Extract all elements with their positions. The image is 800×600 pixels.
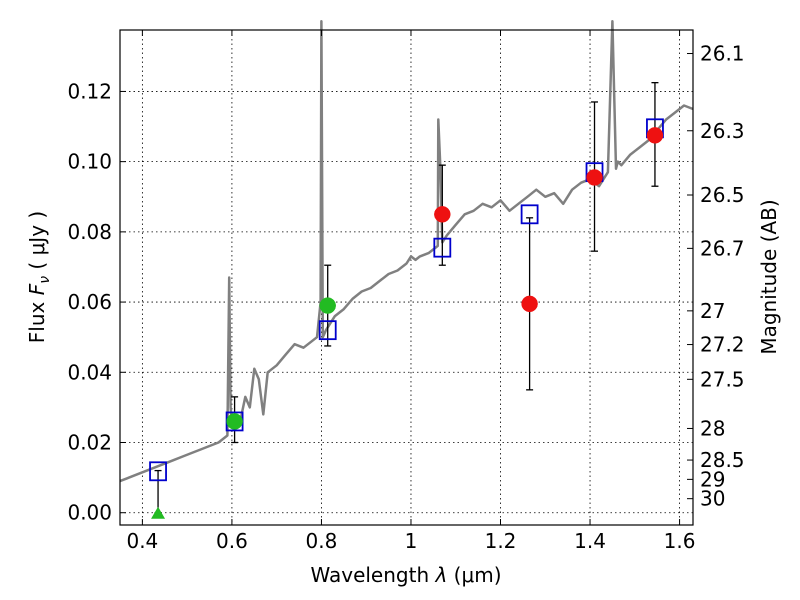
spectrum-layer xyxy=(119,19,694,483)
space-based-detections-point-0 xyxy=(434,206,451,223)
mag-tick-label-6: 27.5 xyxy=(700,367,745,391)
model-photometry-square-3 xyxy=(433,237,452,258)
grid-layer xyxy=(120,30,693,525)
x-tick-label-0: 0.4 xyxy=(126,529,158,553)
mag-tick-label-7: 28 xyxy=(700,416,725,440)
mag-tick-label-5: 27.2 xyxy=(700,333,745,357)
y-axis-label: Flux Fν ( μJy ) xyxy=(25,211,53,343)
x-axis-label: Wavelength λ (μm) xyxy=(310,563,501,587)
y-tick-label-1: 0.02 xyxy=(67,431,112,455)
ground-based-detections-point-0 xyxy=(226,413,243,430)
mag-tick-label-0: 26.1 xyxy=(700,42,745,66)
sed-spectrum-line xyxy=(119,19,694,483)
space-based-detections-point-1 xyxy=(521,295,538,313)
y-tick-label-0: 0.00 xyxy=(67,501,112,525)
marker-layer xyxy=(149,118,664,519)
x-tick-label-1: 0.6 xyxy=(216,529,248,553)
x-tick-label-6: 1.6 xyxy=(664,529,696,553)
model-photometry-square-4 xyxy=(520,204,539,225)
y-tick-label-4: 0.08 xyxy=(67,220,112,244)
y-tick-label-5: 0.10 xyxy=(67,150,112,174)
x-tick-label-2: 0.8 xyxy=(306,529,338,553)
x-tick-label-3: 1 xyxy=(405,529,418,553)
x-tick-label-4: 1.2 xyxy=(485,529,517,553)
mag-tick-label-8: 28.5 xyxy=(700,448,745,472)
mag-tick-label-1: 26.3 xyxy=(700,119,745,143)
upper-limit-triangle-0 xyxy=(151,506,166,519)
space-based-detections-point-2 xyxy=(586,169,603,186)
mag-tick-label-2: 26.5 xyxy=(700,183,745,207)
x-tick-label-5: 1.4 xyxy=(574,529,606,553)
mag-tick-label-9: 29 xyxy=(700,467,725,491)
mag-tick-label-3: 26.7 xyxy=(700,236,745,260)
y-tick-label-3: 0.06 xyxy=(67,290,112,314)
mag-tick-label-10: 30 xyxy=(700,487,725,511)
y-tick-label-2: 0.04 xyxy=(67,360,112,384)
ground-based-detections-point-1 xyxy=(319,297,336,314)
y-tick-label-6: 0.12 xyxy=(67,79,112,103)
tick-layer: 0.4 0.6 0.8 1 1.2 1.4 1.6 0.00 0.02 0.04 0.06 0.08 0… xyxy=(67,30,745,553)
model-photometry-square-0 xyxy=(149,461,167,482)
model-photometry-square-2 xyxy=(318,320,337,341)
y2-axis-label: Magnitude (AB) xyxy=(757,199,781,354)
space-based-detections-point-3 xyxy=(646,127,664,144)
mag-tick-label-4: 27 xyxy=(700,299,725,323)
plot-frame xyxy=(119,29,694,526)
